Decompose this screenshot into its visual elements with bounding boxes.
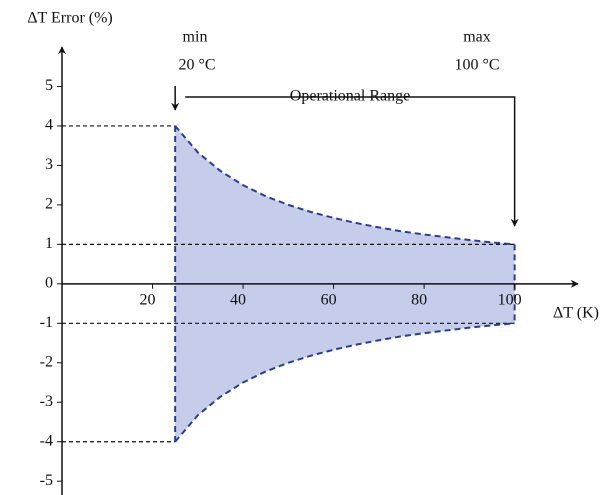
y-tick-label: -5 — [40, 472, 53, 489]
y-tick-label: 4 — [45, 117, 53, 134]
annotation: Operational Range — [290, 88, 410, 105]
annotation: max — [463, 29, 491, 46]
x-tick-label: 60 — [321, 292, 337, 309]
band-area — [175, 125, 515, 284]
x-tick-label: 40 — [230, 292, 246, 309]
annotation-bracket — [185, 96, 519, 227]
y-tick-label: -4 — [40, 432, 53, 449]
x-tick-label: 100 — [498, 292, 522, 309]
y-tick-label: 5 — [45, 77, 53, 94]
band-line — [174, 322, 515, 443]
y-tick-label: -2 — [40, 353, 53, 370]
band-line — [174, 125, 515, 246]
x-axis-label: ΔT (K) — [553, 305, 599, 322]
annotation: 100 °C — [454, 57, 499, 74]
annotation: 20 °C — [178, 57, 215, 74]
y-tick-label: -3 — [40, 393, 53, 410]
x-tick-label: 80 — [411, 292, 427, 309]
band-area — [175, 283, 515, 442]
y-tick-label: -1 — [40, 314, 53, 331]
y-tick-label: 1 — [45, 235, 53, 252]
y-tick-label: 3 — [45, 156, 53, 173]
y-tick-label: 2 — [45, 196, 53, 213]
annotation: min — [183, 29, 208, 46]
x-tick-label: 20 — [140, 292, 156, 309]
y-tick-label: 0 — [45, 275, 53, 292]
y-axis-label: ΔT Error (%) — [27, 10, 113, 27]
